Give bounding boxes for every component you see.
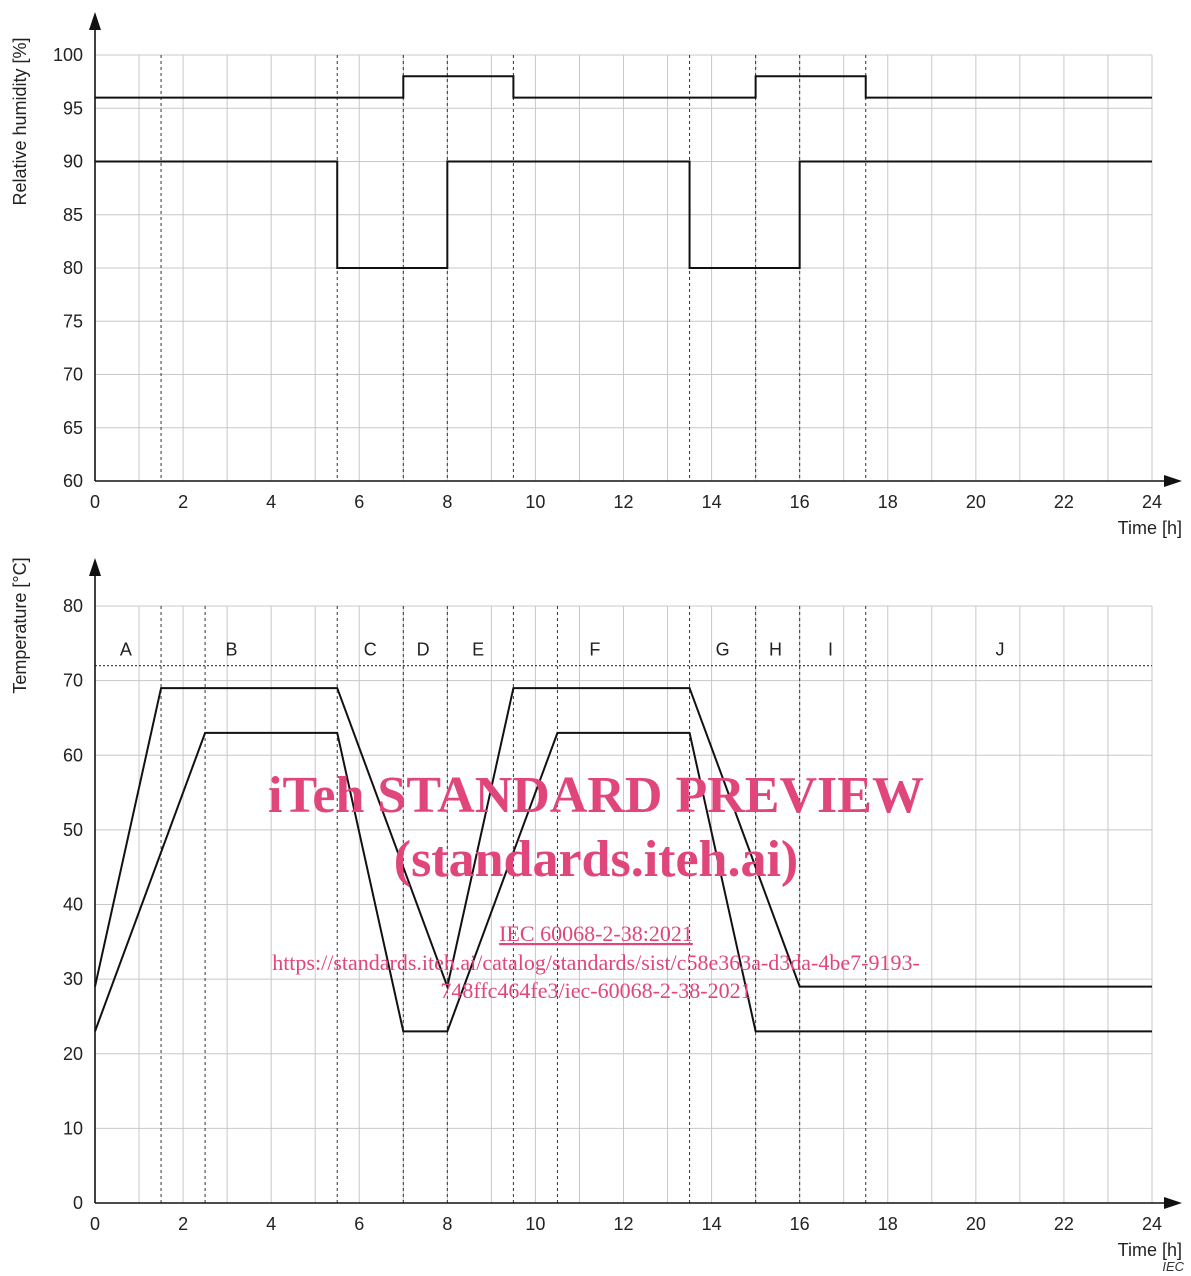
series-line-1 [94, 687, 1152, 991]
x-tick-label: 24 [1142, 1214, 1162, 1234]
x-tick-label: 12 [613, 1214, 633, 1234]
x-tick-label: 8 [442, 1214, 452, 1234]
y-axis-title: Temperature [°C] [10, 557, 30, 693]
phase-label-I: I [828, 640, 833, 660]
y-tick-label: 10 [63, 1118, 83, 1138]
humidity-chart: 0 2 4 6 8 10 12 14 16 18 20 22 246065707580859095100… [10, 12, 1182, 538]
y-tick-label: 80 [63, 258, 83, 278]
x-tick-label: 2 [178, 492, 188, 512]
x-tick-label: 0 [90, 1214, 100, 1234]
x-tick-label: 10 [525, 492, 545, 512]
temperature-chart: A B C D E F G H I J0 2 4 6 8 10 12 14 16 18 20 22 24010203040… [10, 557, 1182, 1260]
y-axis-arrow [89, 558, 101, 576]
phase-label-B: B [226, 640, 238, 660]
watermark-line-4: https://standards.iteh.ai/catalog/standa… [272, 950, 920, 975]
x-tick-label: 8 [442, 492, 452, 512]
x-tick-label: 10 [525, 1214, 545, 1234]
watermark-line-2: (standards.iteh.ai) [394, 831, 798, 888]
y-tick-label: 20 [63, 1044, 83, 1064]
x-tick-label: 4 [266, 1214, 276, 1234]
x-axis-title: Time [h] [1118, 1240, 1182, 1260]
watermark: iTeh STANDARD PREVIEW (standards.iteh.ai… [268, 767, 924, 1003]
x-tick-label: 4 [266, 492, 276, 512]
x-tick-label: 14 [702, 1214, 722, 1234]
x-tick-label: 20 [966, 1214, 986, 1234]
phase-label-A: A [120, 640, 132, 660]
watermark-line-5: 748ffc464fe3/iec-60068-2-38-2021 [440, 978, 751, 1003]
x-tick-label: 12 [613, 492, 633, 512]
watermark-line-1: iTeh STANDARD PREVIEW [268, 767, 924, 824]
phase-label-J: J [996, 640, 1005, 660]
y-tick-label: 95 [63, 98, 83, 118]
x-tick-label: 0 [90, 492, 100, 512]
y-tick-label: 40 [63, 895, 83, 915]
phase-label-G: G [716, 640, 730, 660]
x-tick-label: 18 [878, 492, 898, 512]
y-tick-label: 60 [63, 745, 83, 765]
y-tick-label: 30 [63, 969, 83, 989]
x-tick-label: 22 [1054, 1214, 1074, 1234]
x-axis-arrow [1164, 1197, 1182, 1209]
x-tick-label: 18 [878, 1214, 898, 1234]
x-axis-title: Time [h] [1118, 518, 1182, 538]
y-tick-label: 70 [63, 671, 83, 691]
iec-mark: IEC [1162, 1259, 1184, 1274]
series-line-2 [95, 160, 1152, 269]
y-tick-label: 0 [73, 1193, 83, 1213]
y-tick-label: 90 [63, 152, 83, 172]
phase-label-D: D [417, 640, 430, 660]
y-tick-label: 100 [53, 45, 83, 65]
x-axis-arrow [1164, 475, 1182, 487]
y-tick-label: 60 [63, 471, 83, 491]
series-line-2 [94, 731, 1152, 1033]
y-tick-label: 80 [63, 596, 83, 616]
y-axis-title: Relative humidity [%] [10, 37, 30, 205]
x-tick-label: 22 [1054, 492, 1074, 512]
x-tick-label: 24 [1142, 492, 1162, 512]
x-tick-label: 16 [790, 492, 810, 512]
x-tick-label: 2 [178, 1214, 188, 1234]
y-tick-label: 65 [63, 418, 83, 438]
x-tick-label: 14 [702, 492, 722, 512]
y-tick-label: 50 [63, 820, 83, 840]
y-tick-label: 70 [63, 365, 83, 385]
phase-label-E: E [472, 640, 484, 660]
x-tick-label: 6 [354, 492, 364, 512]
y-tick-label: 75 [63, 311, 83, 331]
watermark-line-3: IEC 60068-2-38:2021 [499, 921, 693, 946]
x-tick-label: 20 [966, 492, 986, 512]
phase-label-C: C [364, 640, 377, 660]
y-axis-arrow [89, 12, 101, 30]
x-tick-label: 16 [790, 1214, 810, 1234]
phase-label-H: H [769, 640, 782, 660]
series-line-1 [95, 75, 1152, 99]
phase-label-F: F [589, 640, 600, 660]
x-tick-label: 6 [354, 1214, 364, 1234]
y-tick-label: 85 [63, 205, 83, 225]
